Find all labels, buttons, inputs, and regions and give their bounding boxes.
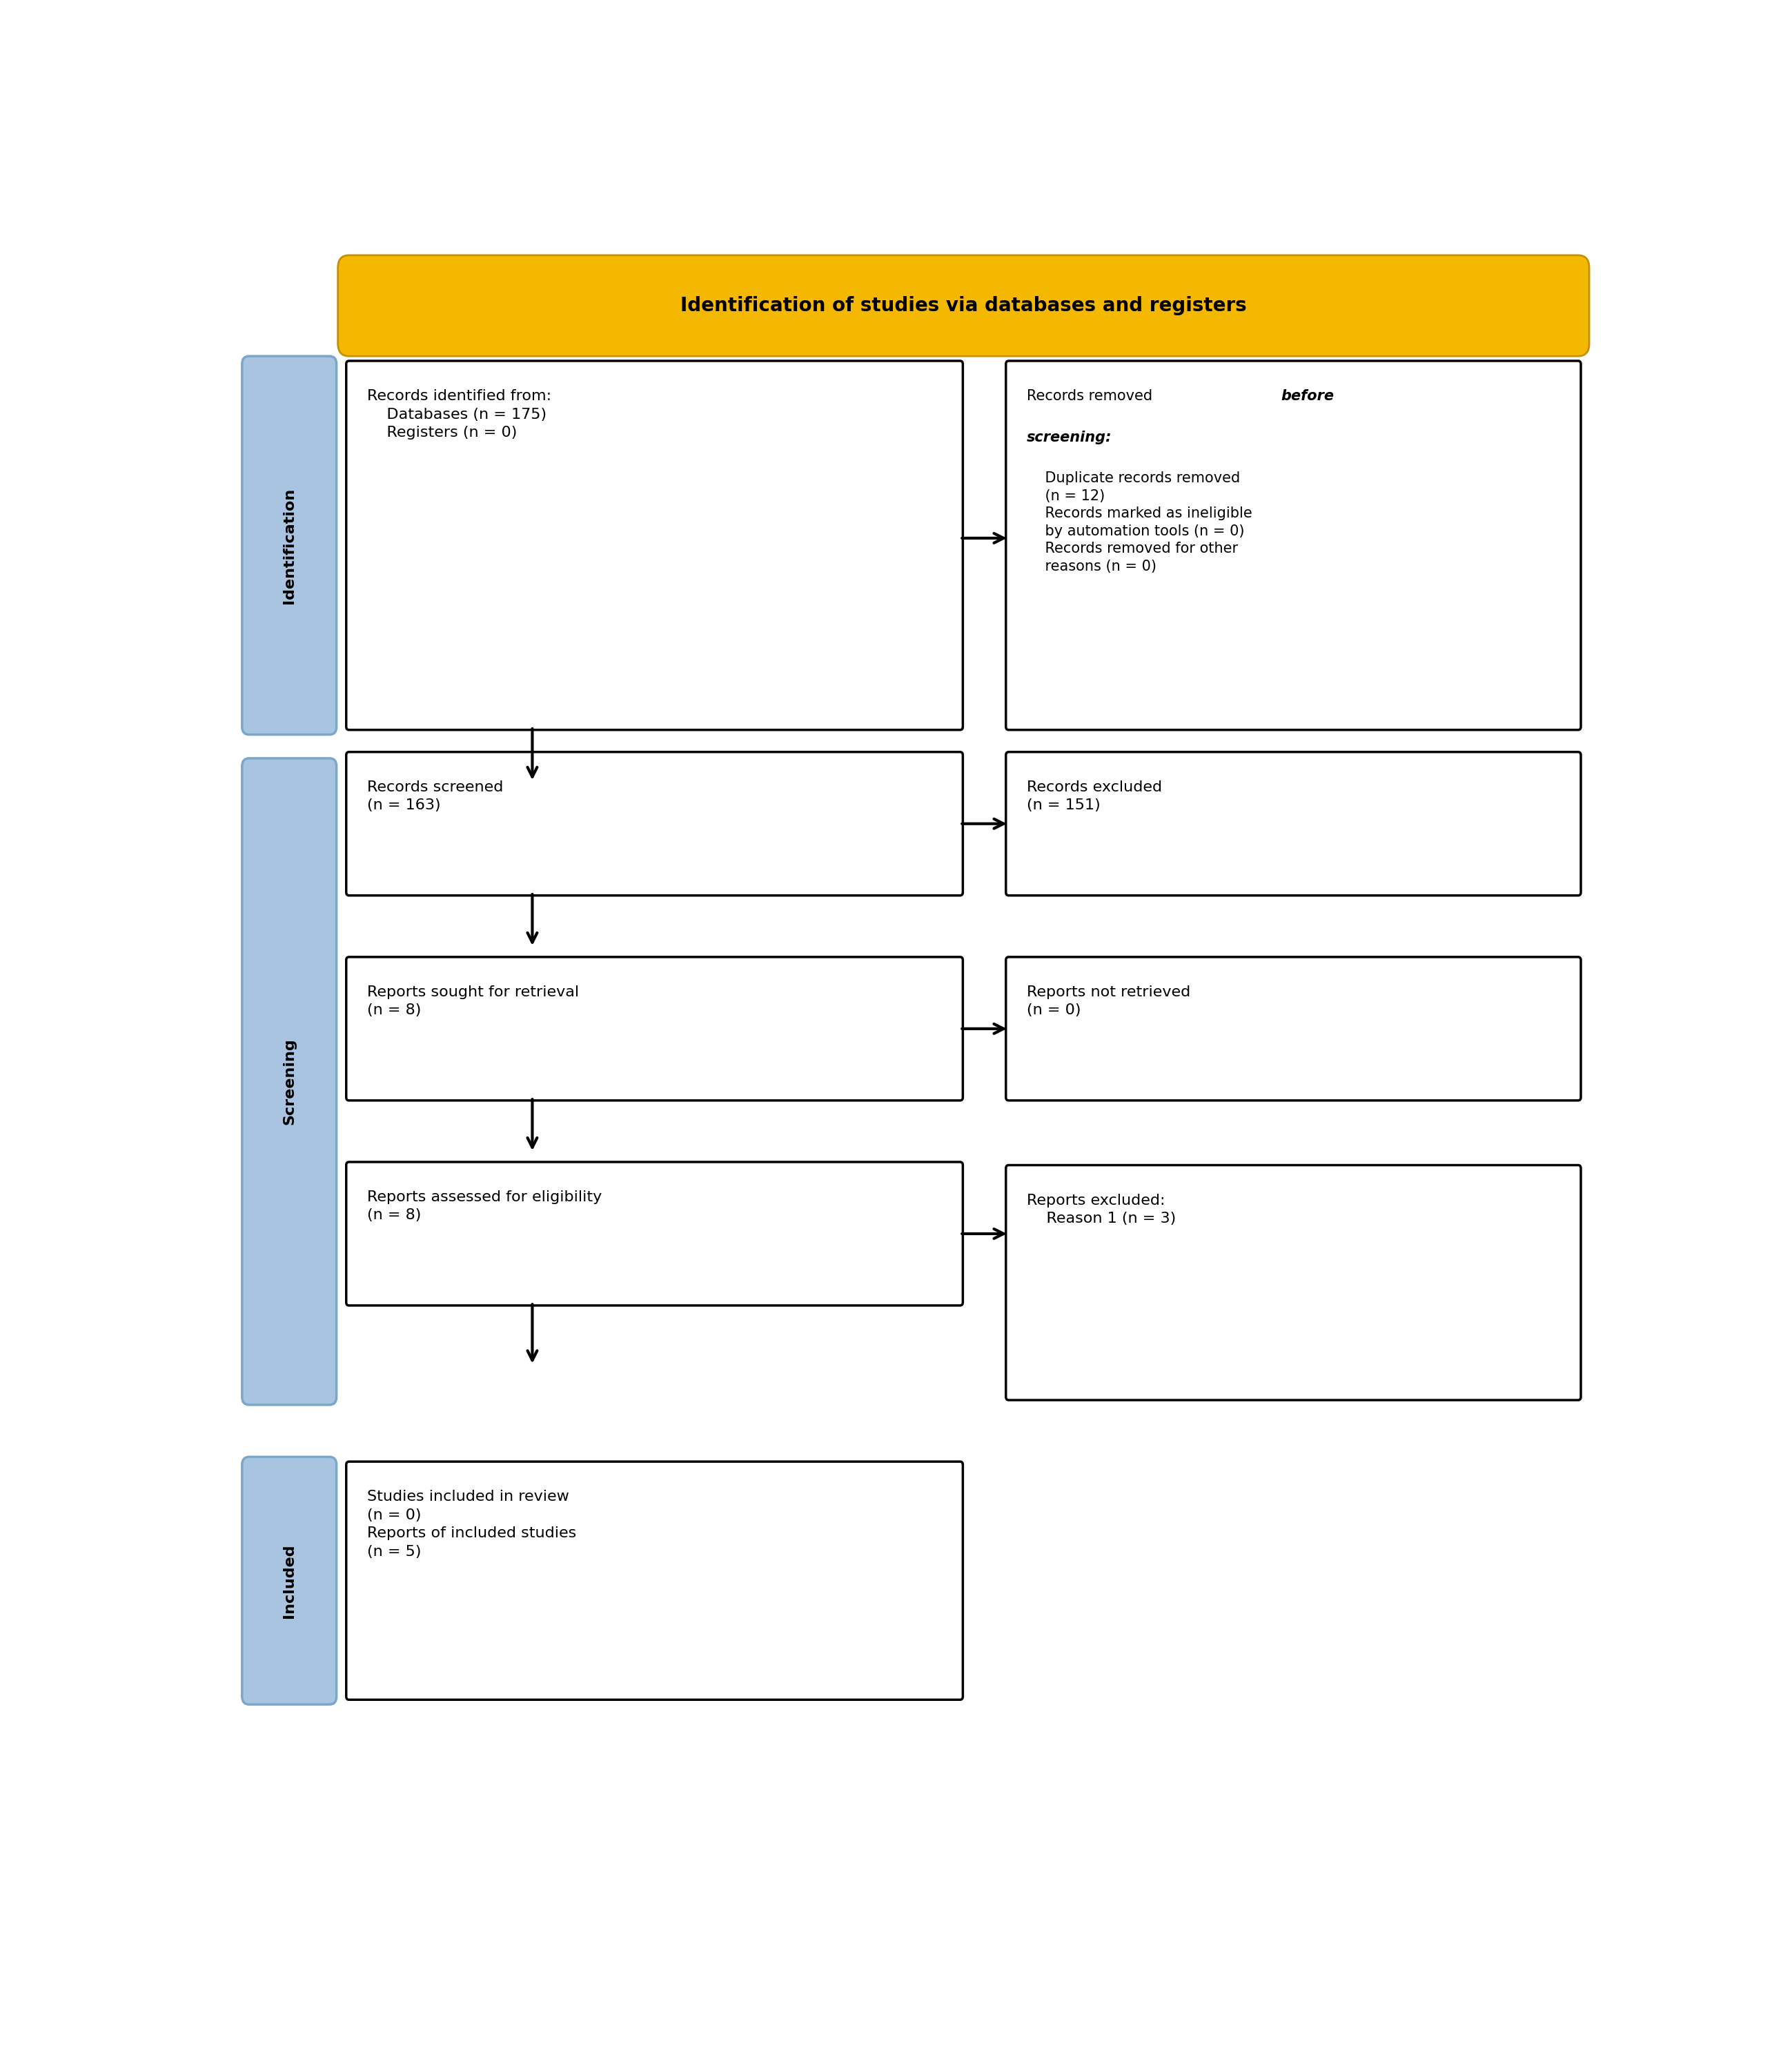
FancyBboxPatch shape xyxy=(346,956,962,1100)
FancyBboxPatch shape xyxy=(346,752,962,895)
Text: Studies included in review
(n = 0)
Reports of included studies
(n = 5): Studies included in review (n = 0) Repor… xyxy=(367,1491,577,1559)
Text: Records identified from:
    Databases (n = 175)
    Registers (n = 0): Records identified from: Databases (n = … xyxy=(367,389,552,440)
FancyBboxPatch shape xyxy=(1005,956,1581,1100)
Text: Records screened
(n = 163): Records screened (n = 163) xyxy=(367,780,504,813)
FancyBboxPatch shape xyxy=(1005,1165,1581,1401)
FancyBboxPatch shape xyxy=(346,1161,962,1305)
FancyBboxPatch shape xyxy=(1005,360,1581,729)
Text: Records removed: Records removed xyxy=(1027,389,1158,403)
FancyBboxPatch shape xyxy=(346,360,962,729)
FancyBboxPatch shape xyxy=(346,1462,962,1700)
Text: before: before xyxy=(1281,389,1333,403)
Text: screening:: screening: xyxy=(1027,430,1113,444)
FancyBboxPatch shape xyxy=(242,1456,337,1704)
Text: Reports sought for retrieval
(n = 8): Reports sought for retrieval (n = 8) xyxy=(367,985,579,1018)
FancyBboxPatch shape xyxy=(242,356,337,735)
FancyBboxPatch shape xyxy=(339,256,1590,356)
Text: Reports not retrieved
(n = 0): Reports not retrieved (n = 0) xyxy=(1027,985,1190,1018)
Text: Reports excluded:
    Reason 1 (n = 3): Reports excluded: Reason 1 (n = 3) xyxy=(1027,1194,1176,1225)
FancyBboxPatch shape xyxy=(242,758,337,1405)
Text: Records excluded
(n = 151): Records excluded (n = 151) xyxy=(1027,780,1161,813)
Text: Identification: Identification xyxy=(283,487,296,604)
FancyBboxPatch shape xyxy=(1005,752,1581,895)
Text: Reports assessed for eligibility
(n = 8): Reports assessed for eligibility (n = 8) xyxy=(367,1190,602,1223)
Text: Duplicate records removed
    (n = 12)
    Records marked as ineligible
    by a: Duplicate records removed (n = 12) Recor… xyxy=(1027,471,1253,573)
Text: Identification of studies via databases and registers: Identification of studies via databases … xyxy=(681,297,1247,315)
Text: Screening: Screening xyxy=(283,1038,296,1124)
Text: Included: Included xyxy=(283,1544,296,1618)
